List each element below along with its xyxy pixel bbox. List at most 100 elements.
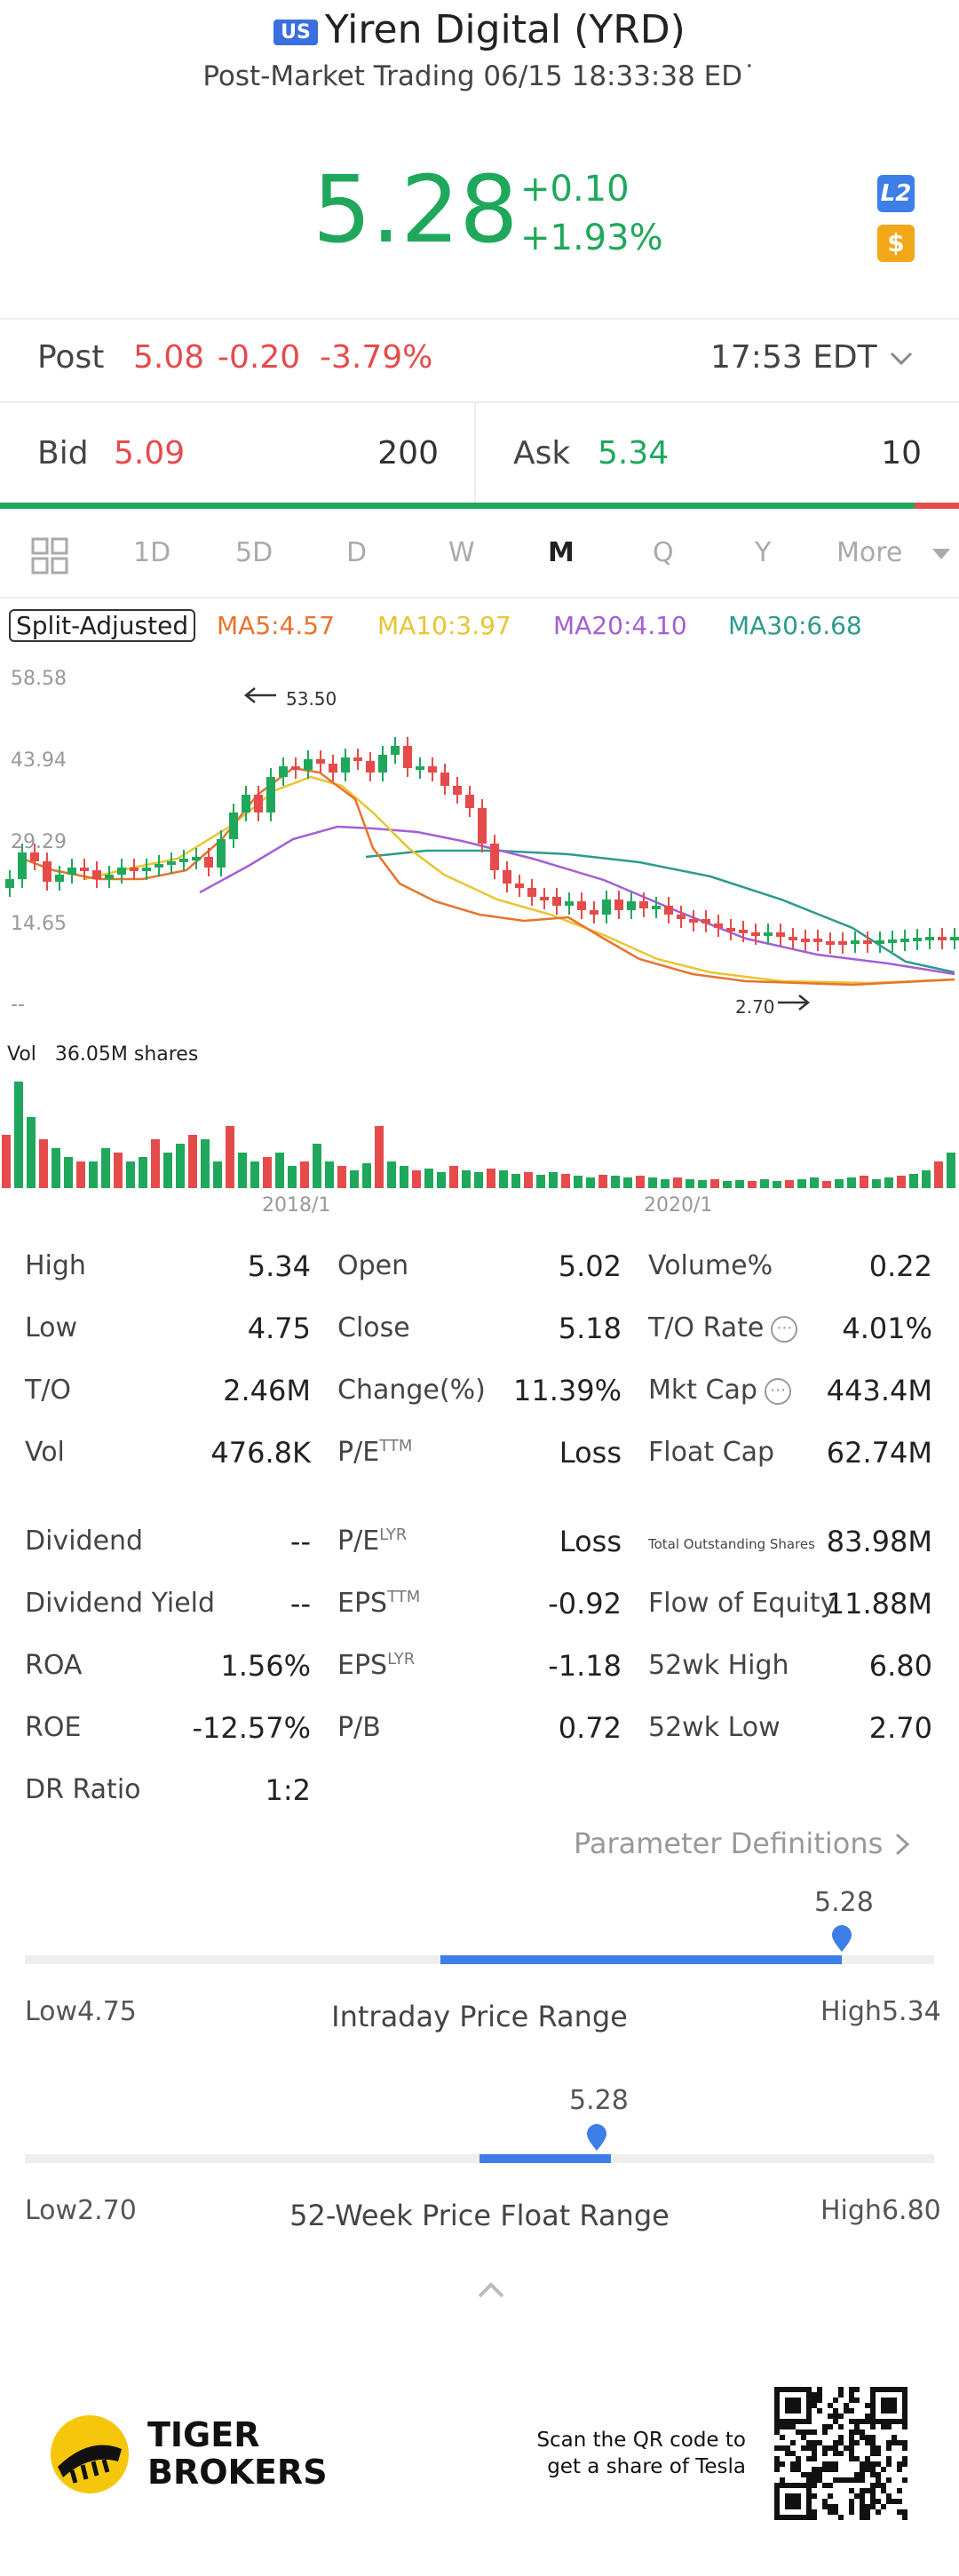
- level2-badge[interactable]: L2: [877, 175, 915, 212]
- chevron-right-icon[interactable]: [893, 1831, 911, 1858]
- stat-value: -0.92: [548, 1587, 622, 1621]
- qr-module: [790, 2424, 796, 2429]
- qr-module: [812, 2456, 817, 2461]
- qr-module: [870, 2414, 876, 2419]
- qr-module: [785, 2451, 790, 2456]
- stat-value: 83.98M: [826, 1525, 932, 1558]
- candle: [428, 766, 437, 773]
- grid-icon[interactable]: [31, 537, 68, 575]
- qr-module: [790, 2403, 796, 2408]
- qr-module: [886, 2440, 892, 2445]
- intraday-range-fill: [440, 1955, 842, 1964]
- candle: [726, 928, 735, 931]
- qr-module: [897, 2488, 902, 2493]
- candle: [353, 757, 362, 761]
- qr-module: [822, 2467, 828, 2472]
- tab-more[interactable]: More: [836, 537, 903, 568]
- volume-bar: [64, 1157, 73, 1188]
- tab-q[interactable]: Q: [653, 537, 674, 568]
- qr-module: [876, 2472, 881, 2477]
- week52-low: Low2.70: [25, 2195, 137, 2226]
- volume-bar: [611, 1176, 620, 1188]
- stat-label: DR Ratio: [25, 1774, 141, 1805]
- parameter-definitions-link[interactable]: Parameter Definitions: [574, 1827, 884, 1860]
- tab-w[interactable]: W: [448, 537, 475, 568]
- volume-bar: [325, 1161, 334, 1188]
- volume-bar: [474, 1172, 483, 1188]
- qr-module: [828, 2424, 833, 2429]
- qr-module: [886, 2477, 892, 2483]
- qr-module: [865, 2403, 870, 2408]
- info-icon[interactable]: ⋯: [771, 1315, 798, 1343]
- tab-1d[interactable]: 1D: [133, 537, 171, 568]
- chevron-down-icon[interactable]: [888, 350, 915, 368]
- split-adjusted-button[interactable]: Split-Adjusted: [9, 609, 196, 642]
- qr-module: [812, 2509, 817, 2515]
- stat-value: Loss: [559, 1525, 622, 1558]
- tab-m[interactable]: M: [548, 537, 575, 568]
- qr-code[interactable]: [774, 2387, 907, 2520]
- qr-module: [902, 2392, 907, 2398]
- qr-module: [801, 2472, 806, 2477]
- qr-module: [790, 2461, 796, 2467]
- tab-d[interactable]: D: [346, 537, 368, 568]
- dollar-badge[interactable]: $: [877, 225, 915, 262]
- qr-module: [870, 2424, 876, 2429]
- info-icon[interactable]: ⋯: [764, 1377, 791, 1405]
- qr-module: [870, 2419, 876, 2424]
- qr-module: [860, 2504, 865, 2509]
- candle: [130, 868, 139, 871]
- qr-module: [774, 2403, 780, 2408]
- post-time[interactable]: 17:53 EDT: [710, 339, 877, 376]
- post-change-pct: -3.79%: [320, 339, 433, 376]
- candle: [789, 937, 797, 940]
- caret-down-icon[interactable]: [932, 549, 950, 561]
- qr-module: [785, 2499, 790, 2504]
- price-change: +0.10: [520, 169, 630, 210]
- qr-module: [902, 2461, 907, 2467]
- volume-bar: [822, 1181, 831, 1188]
- qr-module: [833, 2414, 838, 2419]
- qr-module: [897, 2467, 902, 2472]
- tab-y[interactable]: Y: [755, 537, 772, 568]
- qr-module: [801, 2445, 806, 2451]
- candle: [938, 937, 947, 940]
- qr-module: [876, 2387, 881, 2392]
- candle: [714, 923, 723, 928]
- stat-label: 52wk High: [648, 1650, 789, 1681]
- qr-module: [902, 2408, 907, 2414]
- qr-module: [774, 2445, 780, 2451]
- qr-module: [833, 2509, 838, 2515]
- stat-value: 0.72: [558, 1711, 622, 1745]
- brand-line2: BROKERS: [147, 2453, 328, 2492]
- qr-module: [833, 2461, 838, 2467]
- price-chart[interactable]: 58.58 43.94 29.29 14.65 -- 53.50 2.70: [0, 662, 959, 1026]
- candle: [639, 901, 648, 908]
- volume-bar: [922, 1170, 931, 1188]
- qr-module: [780, 2419, 785, 2424]
- low-annotation: 2.70: [735, 996, 775, 1018]
- stat-label: Total Outstanding Shares: [648, 1536, 815, 1552]
- tab-5d[interactable]: 5D: [235, 537, 273, 568]
- y-tick-label: 58.58: [11, 668, 67, 690]
- qr-module: [902, 2419, 907, 2424]
- volume-bar: [449, 1166, 458, 1188]
- qr-module: [806, 2477, 812, 2483]
- qr-module: [785, 2493, 790, 2499]
- qr-module: [790, 2398, 796, 2403]
- qr-module: [796, 2456, 801, 2461]
- qr-module: [790, 2387, 796, 2392]
- qr-module: [865, 2414, 870, 2419]
- candle: [105, 875, 114, 879]
- qr-module: [796, 2419, 801, 2424]
- chevron-up-icon[interactable]: [476, 2280, 506, 2300]
- volume-chart[interactable]: [0, 1074, 959, 1190]
- volume-bar: [536, 1175, 545, 1188]
- qr-module: [860, 2499, 865, 2504]
- candle: [5, 879, 14, 888]
- candle: [590, 910, 598, 915]
- stat-label: P/B: [337, 1712, 381, 1743]
- qr-module: [886, 2398, 892, 2403]
- arrow-right-icon: [778, 995, 811, 1011]
- qr-module: [886, 2461, 892, 2467]
